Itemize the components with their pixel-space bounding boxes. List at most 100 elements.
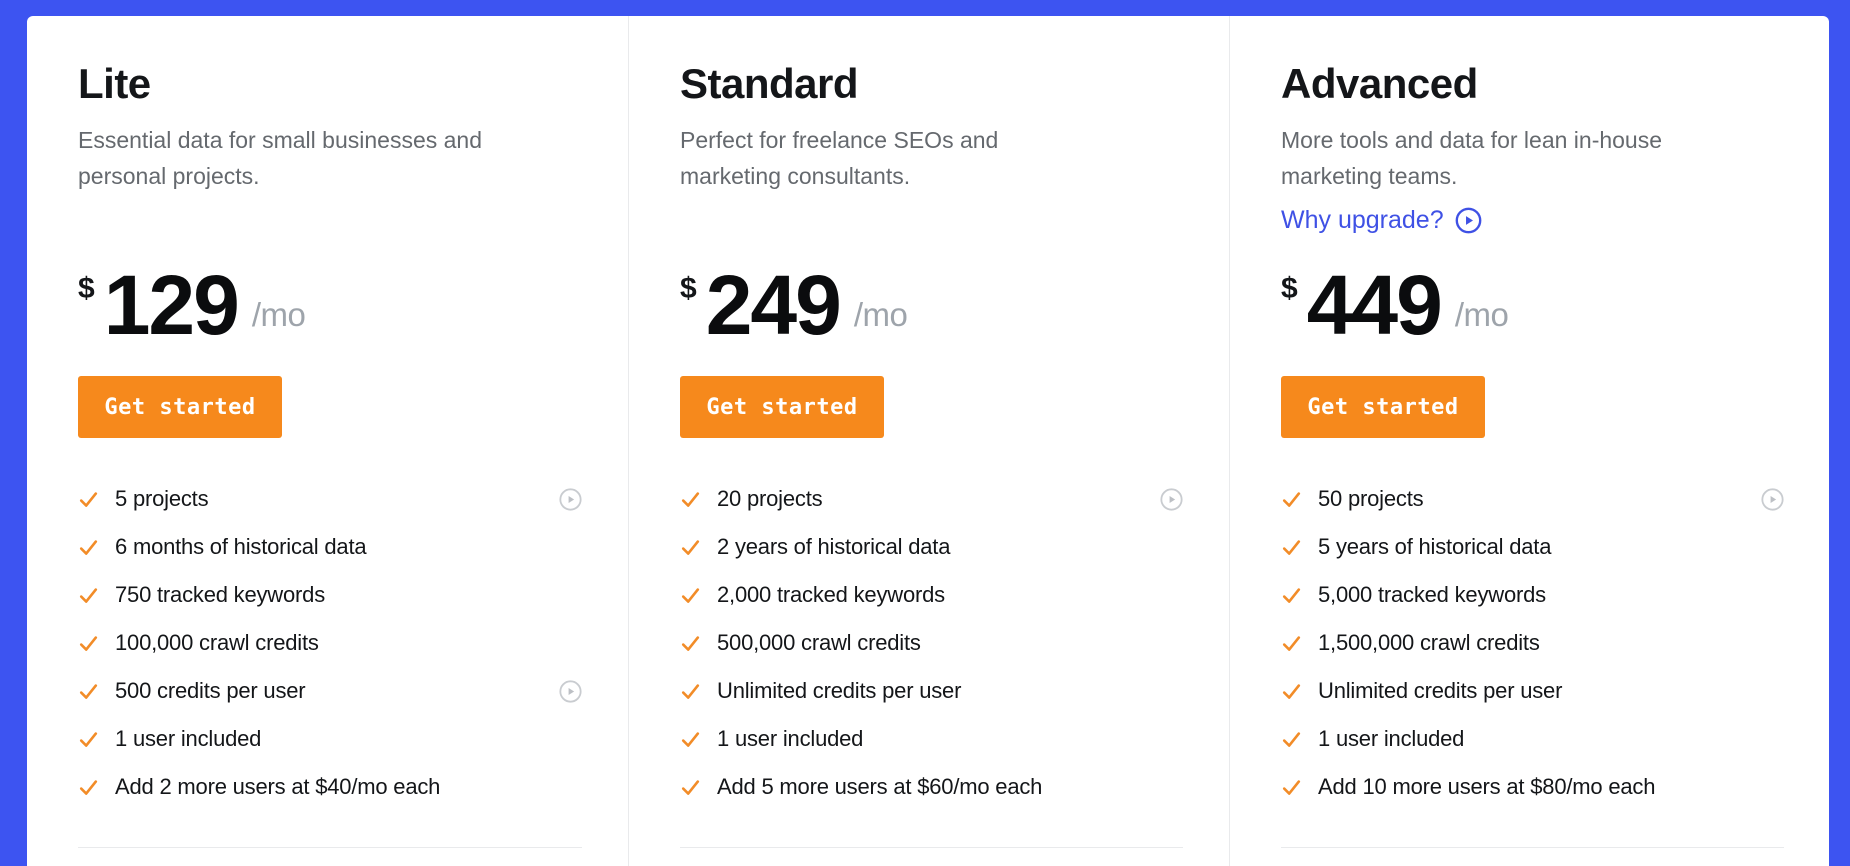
pricing-card: Standard Perfect for freelance SEOs and … (628, 16, 1229, 866)
price-amount: 129 (103, 258, 240, 352)
feature-row: 1 user included (78, 715, 582, 763)
check-icon (681, 491, 700, 507)
price-amount: 449 (1306, 258, 1443, 352)
check-icon (681, 779, 700, 795)
plan-description-line: personal projects. (78, 163, 260, 189)
feature-row: 5 years of historical data (1281, 523, 1784, 571)
check-icon (1282, 683, 1301, 699)
feature-row: 1 user included (1281, 715, 1784, 763)
feature-row: 2,000 tracked keywords (680, 571, 1183, 619)
plan-title: Advanced (1281, 60, 1478, 107)
feature-row: Add 10 more users at $80/mo each (1281, 763, 1784, 811)
feature-label: Add 2 more users at $40/mo each (115, 774, 441, 799)
plan-description: More tools and data for lean in-house ma… (1281, 122, 1784, 194)
check-icon (1282, 731, 1301, 747)
feature-label: Unlimited credits per user (1318, 678, 1563, 703)
price-amount: 249 (705, 258, 842, 352)
get-started-button[interactable]: Get started (1281, 376, 1485, 438)
currency-symbol: $ (1281, 272, 1298, 305)
currency-symbol: $ (680, 272, 697, 305)
plan-description-line: marketing consultants. (680, 163, 911, 189)
card-divider (680, 847, 1183, 848)
feature-row: Add 5 more users at $60/mo each (680, 763, 1183, 811)
pricing-card: Lite Essential data for small businesses… (27, 16, 628, 866)
play-circle-icon[interactable] (1761, 487, 1784, 511)
feature-list: 50 projects 5 years of historical data 5… (1281, 475, 1784, 811)
feature-label: 20 projects (717, 486, 823, 511)
price: $ 249 /mo (680, 258, 1183, 352)
feature-row: 5 projects (78, 475, 582, 523)
feature-label: 1,500,000 crawl credits (1318, 630, 1540, 655)
feature-row: 1,500,000 crawl credits (1281, 619, 1784, 667)
play-circle-icon[interactable] (559, 679, 582, 703)
check-icon (1282, 539, 1301, 555)
play-circle-icon[interactable] (559, 487, 582, 511)
price-period: /mo (251, 296, 306, 333)
get-started-button[interactable]: Get started (78, 376, 282, 438)
feature-label: 1 user included (115, 726, 262, 751)
feature-row: 6 months of historical data (78, 523, 582, 571)
feature-row: Unlimited credits per user (680, 667, 1183, 715)
feature-row: Unlimited credits per user (1281, 667, 1784, 715)
check-icon (79, 539, 98, 555)
card-header: Standard Perfect for freelance SEOs and … (680, 60, 1183, 270)
currency-symbol: $ (78, 272, 95, 305)
plan-title: Standard (680, 60, 859, 107)
card-header: Lite Essential data for small businesses… (78, 60, 582, 270)
feature-label: 100,000 crawl credits (115, 630, 319, 655)
feature-label: 500 credits per user (115, 678, 306, 703)
feature-label: 1 user included (1318, 726, 1465, 751)
feature-label: 5 years of historical data (1318, 534, 1552, 559)
plan-description-line: marketing teams. (1281, 163, 1458, 189)
feature-label: 750 tracked keywords (115, 582, 325, 607)
check-icon (681, 731, 700, 747)
price: $ 449 /mo (1281, 258, 1784, 352)
feature-label: 500,000 crawl credits (717, 630, 921, 655)
check-icon (79, 779, 98, 795)
check-icon (681, 635, 700, 651)
check-icon (79, 731, 98, 747)
feature-row: 5,000 tracked keywords (1281, 571, 1784, 619)
feature-label: 6 months of historical data (115, 534, 367, 559)
check-icon (1282, 779, 1301, 795)
feature-row: 20 projects (680, 475, 1183, 523)
check-icon (1282, 587, 1301, 603)
plan-title: Lite (78, 60, 151, 107)
feature-label: 50 projects (1318, 486, 1424, 511)
card-divider (78, 847, 582, 848)
play-circle-icon (1455, 207, 1482, 234)
why-upgrade-label: Why upgrade? (1281, 206, 1444, 234)
check-icon (1282, 491, 1301, 507)
check-icon (1282, 635, 1301, 651)
play-circle-icon[interactable] (1160, 487, 1183, 511)
get-started-button[interactable]: Get started (680, 376, 884, 438)
feature-label: 5 projects (115, 486, 209, 511)
feature-row: 500,000 crawl credits (680, 619, 1183, 667)
plan-description: Perfect for freelance SEOs and marketing… (680, 122, 1183, 194)
feature-row: 500 credits per user (78, 667, 582, 715)
feature-label: Add 10 more users at $80/mo each (1318, 774, 1656, 799)
feature-label: 5,000 tracked keywords (1318, 582, 1546, 607)
feature-label: Add 5 more users at $60/mo each (717, 774, 1043, 799)
feature-row: 100,000 crawl credits (78, 619, 582, 667)
feature-label: 1 user included (717, 726, 864, 751)
feature-list: 5 projects 6 months of historical data 7… (78, 475, 582, 811)
feature-row: 1 user included (680, 715, 1183, 763)
card-divider (1281, 847, 1784, 848)
card-header: Advanced More tools and data for lean in… (1281, 60, 1784, 270)
check-icon (681, 683, 700, 699)
plan-description: Essential data for small businesses and … (78, 122, 582, 194)
check-icon (79, 587, 98, 603)
check-icon (681, 587, 700, 603)
plan-description-line: Essential data for small businesses and (78, 127, 482, 153)
feature-list: 20 projects 2 years of historical data 2… (680, 475, 1183, 811)
check-icon (681, 539, 700, 555)
price-period: /mo (853, 296, 908, 333)
plan-description-line: Perfect for freelance SEOs and (680, 127, 999, 153)
price: $ 129 /mo (78, 258, 582, 352)
feature-label: Unlimited credits per user (717, 678, 962, 703)
plan-description-line: More tools and data for lean in-house (1281, 127, 1663, 153)
pricing-card: Advanced More tools and data for lean in… (1229, 16, 1830, 866)
why-upgrade-link[interactable]: Why upgrade? (1281, 205, 1482, 235)
feature-row: 2 years of historical data (680, 523, 1183, 571)
